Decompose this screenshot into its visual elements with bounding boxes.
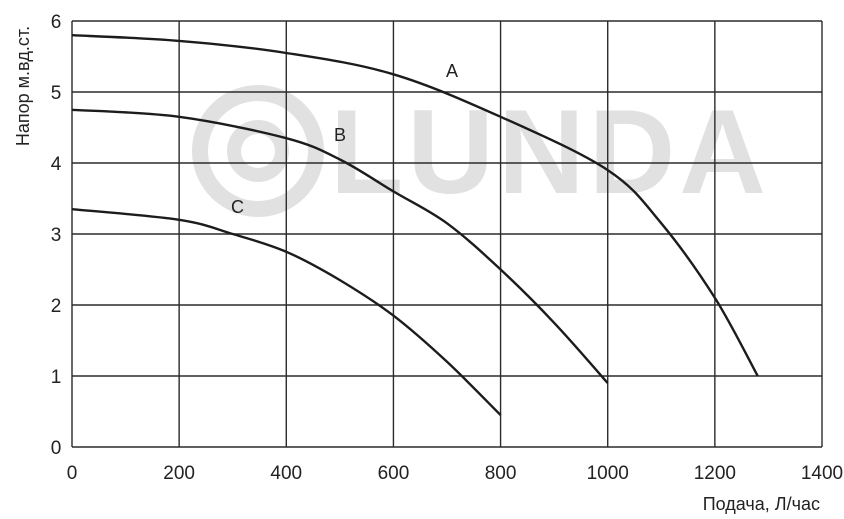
y-tick-label: 5	[51, 83, 62, 104]
curves: A B C	[71, 34, 759, 416]
y-tick-label: 2	[51, 296, 62, 317]
x-tick-label: 0	[67, 463, 78, 484]
y-tick-label: 4	[51, 154, 62, 175]
watermark-circle-inner	[227, 120, 289, 182]
y-tick-label: 0	[51, 438, 62, 459]
x-tick-labels: 0 200 400 600 800 1000 1200 1400	[67, 463, 843, 484]
grid	[71, 20, 823, 448]
y-tick-label: 6	[51, 12, 62, 33]
x-tick-label: 600	[378, 463, 410, 484]
watermark: LUNDA	[192, 85, 770, 219]
x-tick-label: 800	[485, 463, 517, 484]
x-tick-label: 1000	[587, 463, 629, 484]
x-tick-label: 400	[270, 463, 302, 484]
x-tick-label: 1200	[694, 463, 736, 484]
x-tick-label: 200	[163, 463, 195, 484]
curve-label-a: A	[446, 61, 458, 81]
curve-b	[71, 108, 609, 384]
y-tick-label: 3	[51, 225, 62, 246]
curve-c	[71, 208, 502, 416]
watermark-text: LUNDA	[330, 85, 770, 219]
x-tick-label: 1400	[801, 463, 843, 484]
watermark-circle-outer	[192, 85, 324, 217]
curve-label-c: C	[231, 197, 244, 217]
curve-a	[71, 34, 759, 377]
curve-label-b: B	[334, 125, 346, 145]
y-tick-label: 1	[51, 367, 62, 388]
x-axis-label: Подача, Л/час	[703, 494, 820, 514]
y-tick-labels: 0 1 2 3 4 5 6	[51, 12, 62, 459]
y-axis-label: Напор м.вд.ст.	[13, 26, 33, 146]
